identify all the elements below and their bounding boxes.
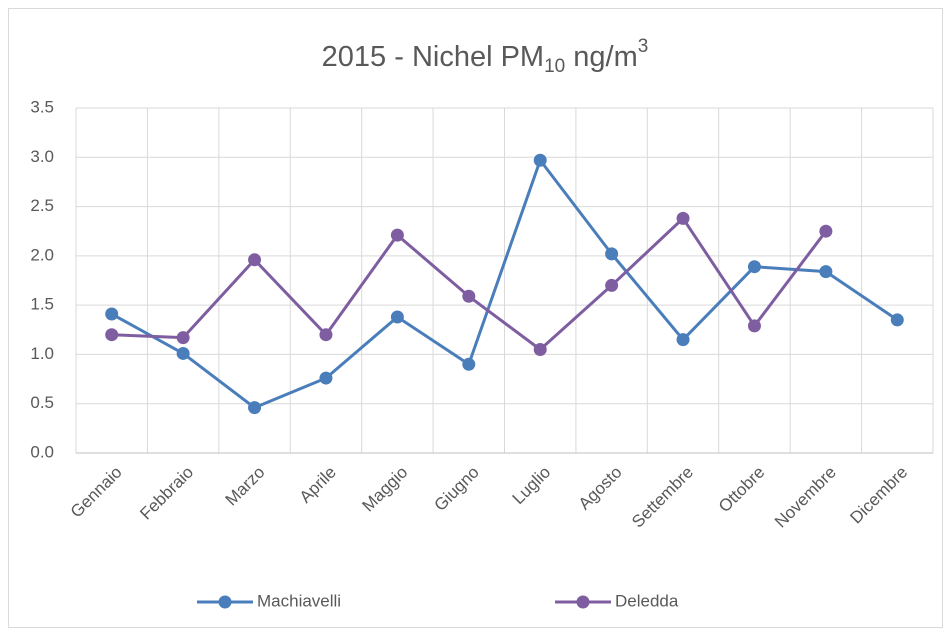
title-superscript: 3 [638,36,649,57]
title-text: ng/m [565,41,638,73]
y-tick-label: 2.5 [30,196,54,215]
chart-title: 2015 - Nichel PM10 ng/m3 [322,36,649,77]
data-point [462,357,476,371]
y-tick-label: 0.5 [30,393,54,412]
legend-marker [576,595,590,609]
data-point [105,328,119,342]
data-point [248,253,262,267]
data-point [533,153,547,167]
data-point [605,278,619,292]
title-subscript: 10 [544,56,565,77]
y-tick-label: 3.5 [30,97,54,116]
legend-label: Deledda [615,591,679,610]
data-point [676,333,690,347]
legend-marker [218,595,232,609]
legend-label: Machiavelli [257,591,341,610]
data-point [819,224,833,238]
y-tick-label: 1.0 [30,344,54,363]
y-tick-label: 2.0 [30,245,54,264]
data-point [176,331,190,345]
data-point [248,401,262,415]
data-point [747,260,761,274]
data-point [462,289,476,303]
data-point [890,313,904,327]
data-point [319,328,333,342]
y-tick-label: 1.5 [30,295,54,314]
data-point [390,228,404,242]
data-point [819,265,833,279]
data-point [533,343,547,356]
data-point [319,371,333,385]
data-point [605,247,619,261]
data-point [176,346,190,360]
title-text: 2015 - Nichel PM [322,41,544,73]
data-point [390,310,404,324]
y-tick-label: 3.0 [30,147,54,166]
data-point [747,319,761,333]
series-line [110,158,899,410]
data-point [676,211,690,225]
chart-border [8,8,943,628]
y-tick-label: 0.0 [30,442,54,461]
data-point [105,307,119,321]
